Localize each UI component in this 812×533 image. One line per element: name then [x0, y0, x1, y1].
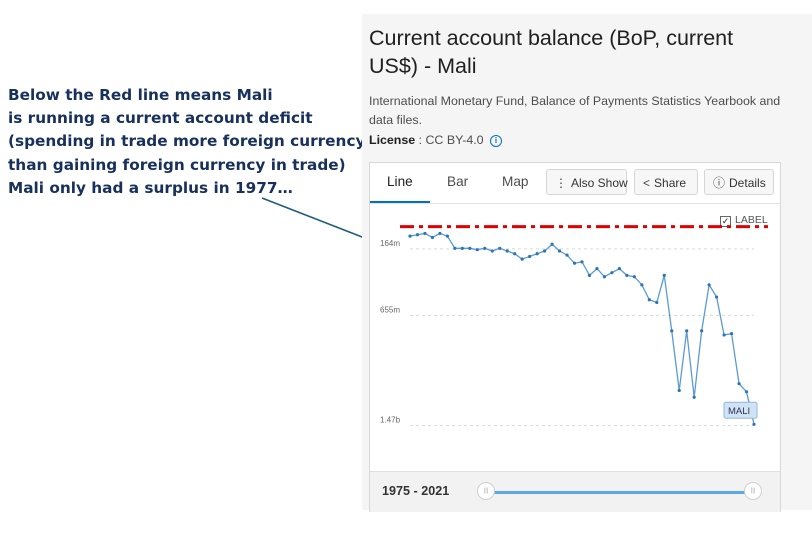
data-point	[640, 283, 644, 287]
data-point	[528, 254, 532, 259]
y-tick-label: 1.47b	[380, 416, 401, 425]
label-toggle[interactable]: ✓ LABEL	[720, 214, 768, 227]
data-point	[535, 252, 539, 256]
annotation-line: Below the Red line means Mali	[8, 86, 273, 104]
data-point	[498, 246, 502, 250]
data-point	[700, 329, 704, 333]
data-point	[647, 298, 651, 302]
data-point	[692, 395, 696, 399]
data-point	[602, 275, 607, 279]
series-end-label-box	[723, 401, 758, 419]
range-start-handle[interactable]: |||	[477, 482, 495, 500]
indicator-panel: Current account balance (BoP, current US…	[362, 14, 812, 512]
y-tick-label: 655m	[380, 305, 400, 314]
data-point	[685, 329, 689, 333]
tab-bar[interactable]: Bar	[447, 174, 469, 189]
data-point	[408, 234, 412, 238]
license-row: License : CC BY-4.0 i	[369, 133, 503, 147]
year-range-bar: 1975 - 2021 ||| |||	[370, 471, 780, 512]
data-point	[632, 275, 636, 279]
data-point	[587, 273, 592, 277]
info-icon[interactable]: i	[490, 135, 503, 147]
data-point	[595, 267, 599, 271]
data-point	[520, 257, 524, 261]
tab-map[interactable]: Map	[502, 174, 529, 189]
license-value: : CC BY-4.0	[415, 133, 484, 147]
source-text: International Monetary Fund, Balance of …	[369, 94, 781, 127]
data-point	[707, 283, 711, 287]
label-toggle-text: LABEL	[735, 214, 768, 226]
share-button[interactable]: < Share	[634, 169, 698, 195]
data-point	[445, 234, 449, 238]
data-point	[513, 252, 517, 256]
data-point	[453, 246, 457, 250]
year-range-label: 1975 - 2021	[382, 484, 450, 498]
also-show-button[interactable]: ⋮ Also Show	[546, 169, 628, 195]
data-point	[468, 246, 472, 250]
annotation-line: is running a current account deficit	[8, 109, 313, 128]
series-end-label: MALI	[728, 406, 750, 417]
data-point	[625, 273, 629, 277]
data-point	[550, 242, 554, 246]
y-tick-label: 164m	[380, 239, 400, 248]
data-point	[565, 253, 569, 257]
data-point	[505, 249, 509, 253]
data-point	[744, 390, 749, 394]
data-point	[722, 333, 726, 337]
title-line: US$) - Mali	[369, 54, 477, 78]
data-point	[438, 231, 442, 236]
data-point	[610, 271, 614, 275]
range-slider-track[interactable]	[486, 491, 754, 494]
annotation-text: Below the Red line means Mali is running…	[8, 84, 366, 200]
chart-card: Line Bar Map ⋮ Also Show < Share ⓘ Details …	[369, 162, 781, 512]
data-point	[737, 382, 741, 386]
data-point	[677, 388, 681, 393]
title-line: Current account balance (BoP, current	[369, 26, 734, 50]
data-point	[752, 422, 756, 426]
also-show-label: Also Show	[571, 176, 628, 190]
data-point	[430, 235, 435, 240]
license-label: License	[369, 133, 416, 147]
share-icon: <	[643, 176, 651, 190]
data-point	[715, 295, 719, 299]
data-point	[415, 233, 420, 237]
data-point	[490, 249, 494, 253]
data-point	[617, 267, 621, 271]
data-point	[655, 300, 659, 305]
info-circle-icon: ⓘ	[713, 176, 726, 190]
details-label: Details	[729, 176, 766, 190]
vertical-dots-icon: ⋮	[555, 176, 567, 190]
tab-line[interactable]: Line	[387, 174, 413, 189]
share-label: Share	[654, 176, 687, 190]
data-point	[662, 273, 666, 277]
data-point	[557, 249, 562, 253]
label-checkbox[interactable]: ✓	[720, 216, 731, 227]
data-point	[475, 248, 479, 252]
page-title: Current account balance (BoP, current US…	[369, 24, 789, 80]
data-point	[580, 260, 584, 264]
data-point	[483, 246, 487, 250]
annotation-line: (spending in trade more foreign currency	[8, 132, 366, 151]
data-point	[670, 329, 674, 333]
chart-tabs: Line Bar Map ⋮ Also Show < Share ⓘ Details	[370, 163, 780, 204]
data-point	[572, 261, 577, 265]
data-point	[543, 249, 547, 253]
data-point	[423, 231, 427, 236]
range-end-handle[interactable]: |||	[744, 482, 762, 500]
line-chart: 164m 655m 1.47b MALI	[380, 225, 768, 427]
data-point	[460, 246, 464, 250]
annotation-line: Mali only had a surplus in 1977…	[8, 178, 293, 197]
data-point	[729, 331, 734, 336]
active-tab-indicator	[370, 201, 430, 203]
annotation-line: than gaining foreign currency in trade)	[8, 155, 346, 174]
details-button[interactable]: ⓘ Details	[704, 169, 774, 195]
